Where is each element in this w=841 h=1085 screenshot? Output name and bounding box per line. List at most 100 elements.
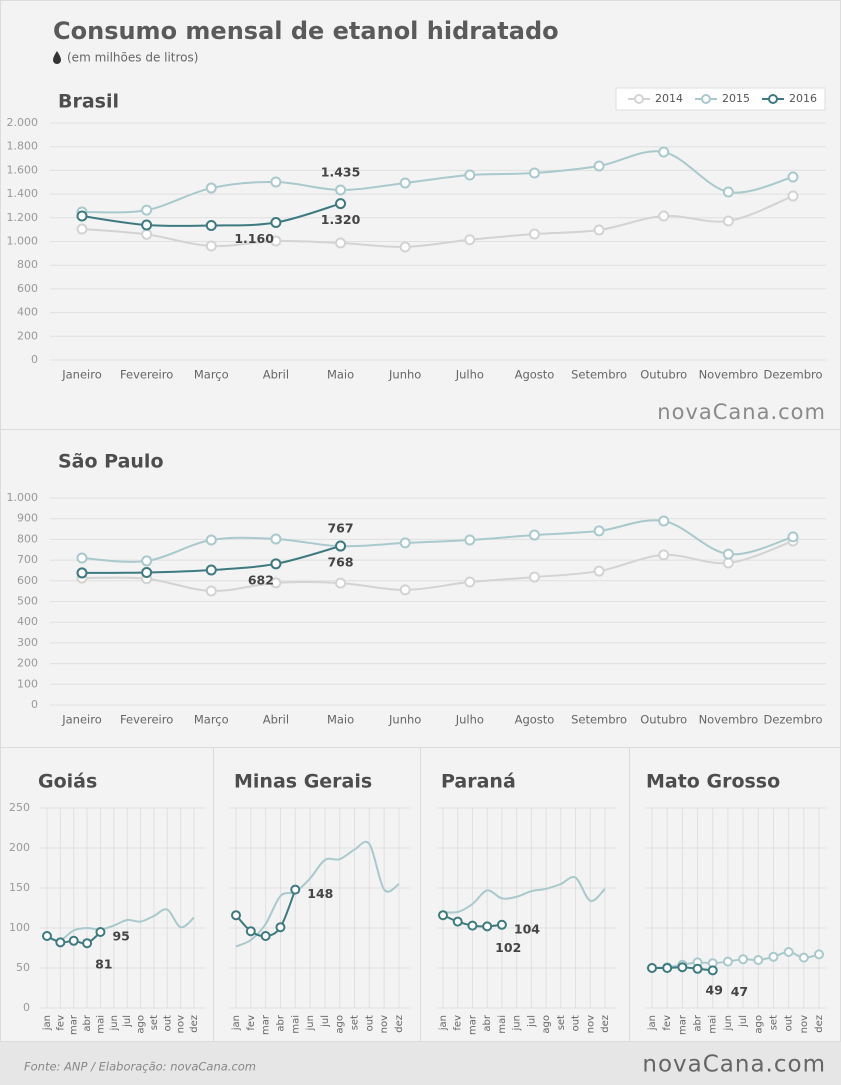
- marker: [528, 167, 540, 179]
- x-tick-label: Julho: [455, 713, 484, 727]
- marker: [335, 184, 347, 196]
- x-tick-label: set: [149, 1015, 160, 1030]
- y-tick-label: 400: [17, 615, 38, 628]
- marker: [658, 210, 670, 222]
- x-tick-label: Agosto: [515, 368, 555, 382]
- marker: [399, 241, 411, 253]
- y-tick-label: 100: [9, 921, 30, 934]
- x-tick-label: dez: [600, 1015, 611, 1033]
- marker: [205, 182, 217, 194]
- marker: [787, 190, 799, 202]
- x-tick-label: out: [162, 1015, 173, 1031]
- panel-title: Paraná: [441, 771, 516, 793]
- x-tick-label: dez: [394, 1015, 405, 1033]
- marker: [438, 910, 448, 921]
- y-tick-label: 0: [31, 698, 38, 711]
- x-tick-label: jan: [231, 1015, 242, 1031]
- legend-label: 2016: [789, 92, 817, 105]
- x-tick-label: Fevereiro: [120, 368, 173, 382]
- x-tick-label: jun: [305, 1015, 316, 1031]
- marker: [335, 540, 347, 552]
- y-tick-label: 1.000: [7, 491, 39, 504]
- x-tick-label: fev: [453, 1015, 464, 1031]
- x-tick-label: jun: [723, 1015, 734, 1031]
- marker: [722, 186, 734, 198]
- marker: [270, 533, 282, 545]
- y-tick-label: 0: [31, 353, 38, 366]
- marker: [270, 176, 282, 188]
- x-tick-label: Janeiro: [61, 368, 102, 382]
- value-label: 768: [327, 555, 353, 570]
- panel-title: São Paulo: [58, 451, 164, 473]
- x-tick-label: abr: [693, 1014, 704, 1031]
- x-tick-label: jun: [512, 1015, 523, 1031]
- marker: [141, 228, 153, 240]
- marker: [399, 177, 411, 189]
- y-tick-label: 1.000: [7, 235, 39, 248]
- marker: [528, 228, 540, 240]
- marker: [205, 534, 217, 546]
- x-tick-label: nov: [585, 1015, 596, 1033]
- x-tick-label: mar: [467, 1014, 478, 1035]
- value-label: 47: [731, 984, 748, 999]
- marker: [68, 935, 79, 946]
- panel-minas: [213, 747, 421, 1042]
- y-tick-label: 200: [17, 657, 38, 670]
- marker: [76, 552, 88, 564]
- footer-logo: novaCana.com: [642, 1052, 826, 1078]
- x-tick-label: Dezembro: [763, 368, 822, 382]
- x-tick-label: set: [768, 1015, 779, 1030]
- x-tick-label: jan: [438, 1015, 449, 1031]
- marker: [528, 529, 540, 541]
- logo: novaCana.com: [657, 400, 826, 424]
- y-tick-label: 100: [17, 677, 38, 690]
- marker: [270, 577, 282, 589]
- x-tick-label: jul: [122, 1015, 133, 1028]
- x-tick-label: mai: [497, 1015, 508, 1034]
- marker: [399, 584, 411, 596]
- value-label: 95: [112, 929, 129, 944]
- marker: [722, 557, 734, 569]
- marker: [658, 515, 670, 527]
- x-tick-label: mai: [290, 1015, 301, 1034]
- legend-marker: [768, 94, 778, 104]
- marker: [76, 210, 88, 222]
- x-tick-label: Janeiro: [61, 713, 102, 727]
- x-tick-label: jul: [526, 1015, 537, 1028]
- marker: [270, 217, 282, 229]
- marker: [275, 922, 286, 933]
- marker: [399, 537, 411, 549]
- legend-label: 2014: [655, 92, 683, 105]
- y-tick-label: 1.600: [7, 163, 39, 176]
- x-tick-label: Agosto: [515, 713, 555, 727]
- y-tick-label: 1.800: [7, 140, 39, 153]
- marker: [260, 931, 271, 941]
- marker: [787, 171, 799, 183]
- marker: [738, 954, 749, 965]
- marker: [787, 531, 799, 543]
- marker: [496, 919, 507, 930]
- marker: [141, 555, 153, 567]
- y-tick-label: 1.400: [7, 187, 39, 200]
- marker: [658, 146, 670, 158]
- marker: [335, 237, 347, 249]
- value-label: 767: [327, 521, 353, 536]
- x-tick-label: dez: [814, 1015, 825, 1033]
- y-tick-label: 600: [17, 574, 38, 587]
- marker: [464, 234, 476, 246]
- y-tick-label: 250: [9, 801, 30, 814]
- marker: [141, 219, 153, 231]
- marker: [290, 884, 301, 895]
- x-tick-label: set: [350, 1015, 361, 1030]
- marker: [768, 951, 779, 962]
- x-tick-label: nov: [176, 1015, 187, 1033]
- panel-mato-grosso: [629, 747, 841, 1042]
- marker: [677, 962, 688, 973]
- x-tick-label: Março: [194, 368, 229, 382]
- y-tick-label: 1.200: [7, 211, 39, 224]
- y-tick-label: 150: [9, 881, 30, 894]
- value-label: 1.320: [321, 212, 361, 227]
- y-tick-label: 50: [16, 961, 30, 974]
- x-tick-label: abr: [275, 1014, 286, 1031]
- x-tick-label: Outubro: [640, 713, 687, 727]
